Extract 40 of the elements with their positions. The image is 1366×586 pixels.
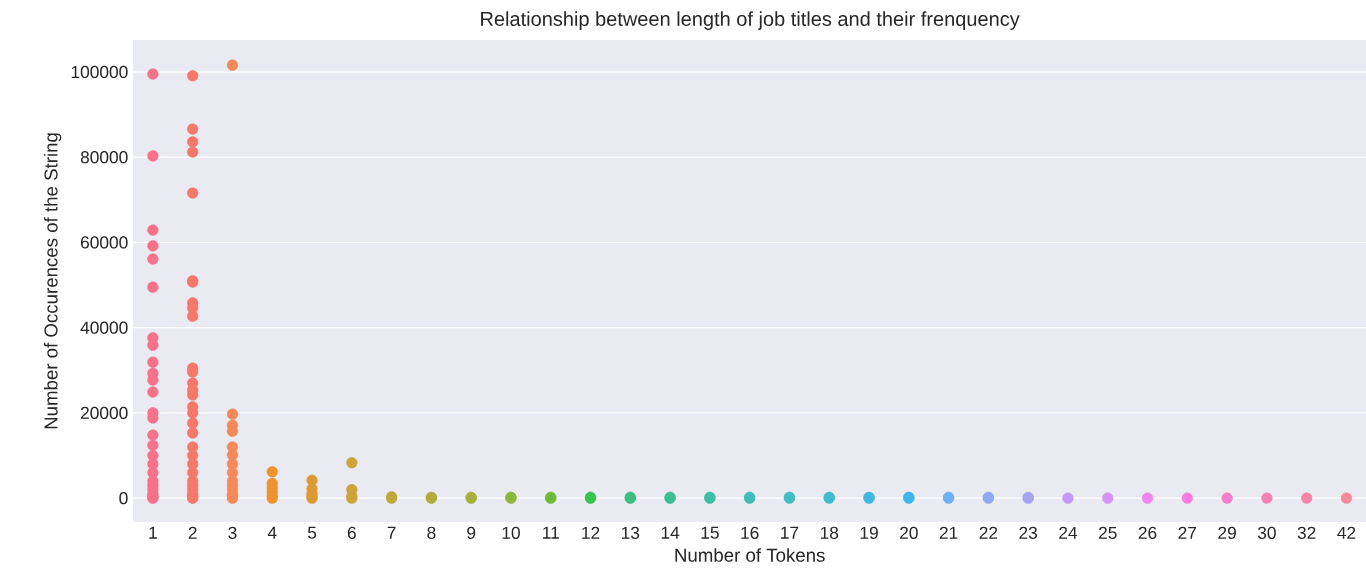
x-tick-label: 18 [820,526,839,539]
x-tick-label: 13 [621,526,640,539]
x-tick-label: 1 [149,526,157,539]
x-tick-label: 19 [860,526,878,539]
x-tick-label: 32 [1297,526,1316,539]
x-tick-label: 24 [1059,526,1078,539]
x-tick-label: 11 [543,526,559,539]
x-tick-label: 3 [228,526,237,539]
x-tick-label: 42 [1337,526,1356,539]
x-tick-label: 16 [741,526,759,539]
x-tick-label: 15 [701,526,719,539]
x-tick-label: 21 [939,526,958,539]
y-tick-label: 80000 [80,151,128,164]
y-axis-title: Number of Occurences of the String [43,133,62,429]
x-tick-label: 14 [661,526,680,539]
x-axis-title: Number of Tokens [675,548,825,562]
x-tick-label: 5 [307,526,317,539]
x-tick-label: 12 [582,526,600,539]
y-tick-label: 100000 [71,65,128,79]
x-tick-label: 4 [267,526,277,539]
x-tick-label: 22 [979,526,998,539]
y-tick-label: 60000 [80,236,128,249]
x-tick-label: 8 [427,526,436,539]
x-tick-label: 2 [188,526,197,539]
x-tick-label: 23 [1019,526,1038,539]
x-tick-label: 7 [387,526,396,539]
y-tick-label: 20000 [80,406,128,420]
x-tick-label: 9 [467,526,476,539]
x-tick-label: 27 [1178,526,1197,539]
y-tick-label: 0 [119,491,128,505]
x-tick-label: 20 [900,526,918,539]
x-tick-label: 10 [502,526,520,539]
x-tick-label: 17 [781,526,799,539]
x-tick-label: 25 [1098,526,1117,539]
x-tick-label: 6 [347,526,356,539]
x-tick-label: 30 [1257,526,1276,539]
x-tick-label: 29 [1218,526,1236,539]
chart-title: Relationship between length of job titles and their frenquency [481,11,1020,30]
y-tick-label: 40000 [80,321,128,334]
x-tick-label: 26 [1138,526,1157,539]
